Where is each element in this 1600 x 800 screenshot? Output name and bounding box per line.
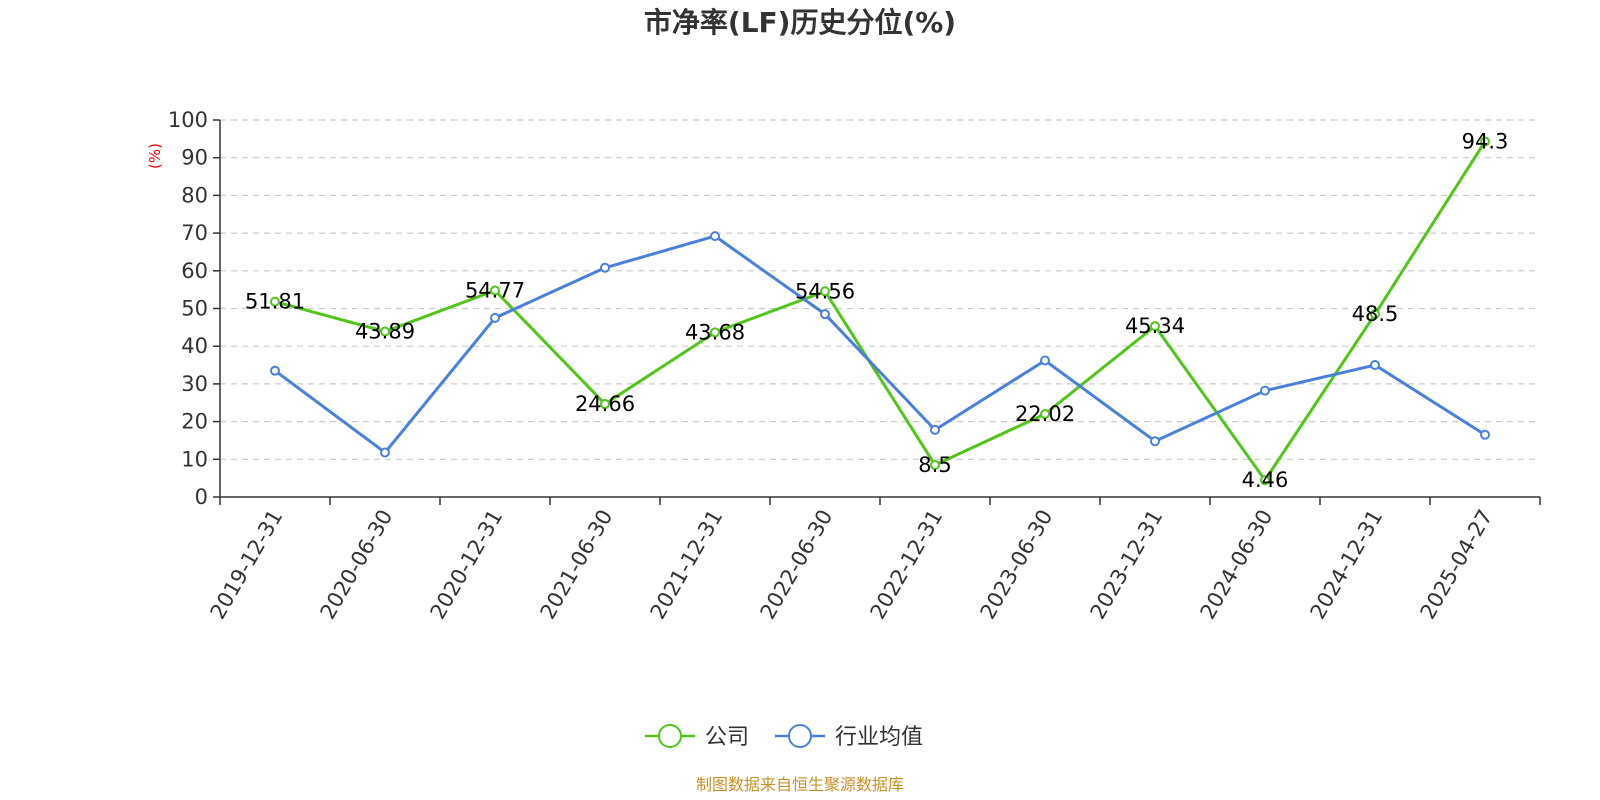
data-point	[820, 309, 830, 320]
series-0	[270, 136, 1490, 486]
data-label: 54.56	[795, 279, 855, 303]
x-tick-label: 2020-12-31	[426, 506, 508, 624]
axes: 0 10 20 30 40 50 60 70 80 90 100 2019-12-31 2020-06-…	[168, 108, 1541, 624]
data-point	[490, 285, 500, 296]
y-tick-label: 30	[181, 372, 208, 396]
data-point	[1150, 321, 1160, 332]
data-point	[1260, 385, 1270, 396]
x-tick-label: 2019-12-31	[206, 506, 288, 624]
x-tick-label: 2024-06-30	[1196, 506, 1278, 624]
legend-marker	[658, 724, 682, 748]
y-tick-label: 80	[181, 183, 208, 207]
data-point	[1040, 355, 1050, 366]
legend-label: 行业均值	[835, 725, 923, 750]
data-point	[930, 459, 940, 470]
x-tick-label: 2023-12-31	[1086, 506, 1168, 624]
data-label: 48.5	[1352, 302, 1399, 326]
data-label: 43.89	[355, 320, 415, 344]
data-point	[930, 424, 940, 435]
y-tick-label: 100	[168, 108, 208, 132]
data-label: 22.02	[1015, 402, 1075, 426]
data-label: 51.81	[245, 290, 305, 314]
data-label: 94.3	[1462, 129, 1509, 153]
x-tick-label: 2024-12-31	[1306, 506, 1388, 624]
legend-marker	[788, 724, 812, 748]
data-point	[1040, 408, 1050, 419]
x-tick-label: 2025-04-27	[1416, 506, 1498, 624]
data-labels: 51.81 43.89 54.77 24.66 43.68 54.56 8.5 22.02 45…	[245, 129, 1508, 492]
y-tick-label: 60	[181, 259, 208, 283]
data-point	[710, 327, 720, 338]
data-label: 4.46	[1242, 468, 1289, 492]
legend-item: 公司	[645, 724, 749, 750]
data-point	[380, 447, 390, 458]
legend: 公司 行业均值	[645, 724, 923, 750]
legend-label: 公司	[705, 725, 749, 750]
legend-item: 行业均值	[775, 724, 923, 750]
data-label: 45.34	[1125, 314, 1185, 338]
series-line	[274, 140, 1487, 482]
y-tick-label: 0	[195, 485, 208, 509]
series-group	[270, 136, 1490, 486]
data-point	[600, 262, 610, 273]
x-tick-label: 2020-06-30	[316, 506, 398, 624]
data-label: 43.68	[685, 320, 745, 344]
data-label: 24.66	[575, 392, 635, 416]
y-axis-label: (%)	[146, 143, 164, 169]
x-tick-label: 2023-06-30	[976, 506, 1058, 624]
data-point	[600, 399, 610, 410]
data-point	[1480, 136, 1490, 147]
data-label: 8.5	[918, 453, 951, 477]
y-tick-label: 70	[181, 221, 208, 245]
data-point	[1150, 436, 1160, 447]
y-tick-label: 90	[181, 146, 208, 170]
y-tick-label: 40	[181, 334, 208, 358]
data-point	[270, 296, 280, 307]
data-point	[380, 326, 390, 337]
series-line	[274, 234, 1486, 455]
grid-lines	[220, 119, 1540, 460]
data-point	[490, 312, 500, 323]
y-tick-label: 10	[181, 447, 208, 471]
data-point	[1370, 360, 1380, 371]
series-1	[270, 231, 1490, 458]
y-tick-label: 50	[181, 297, 208, 321]
x-tick-label: 2022-12-31	[866, 506, 948, 624]
x-tick-label: 2022-06-30	[756, 506, 838, 624]
data-point	[820, 286, 830, 297]
data-label: 54.77	[465, 279, 525, 303]
data-point	[1260, 475, 1270, 486]
y-tick-label: 20	[181, 410, 208, 434]
source-note: 制图数据来自恒生聚源数据库	[696, 775, 904, 794]
x-tick-label: 2021-12-31	[646, 506, 728, 624]
data-point	[710, 231, 720, 242]
data-point	[1370, 309, 1380, 320]
x-tick-label: 2021-06-30	[536, 506, 618, 624]
data-point	[1480, 429, 1490, 440]
chart-title: 市净率(LF)历史分位(%)	[644, 6, 956, 39]
data-point	[270, 365, 280, 376]
